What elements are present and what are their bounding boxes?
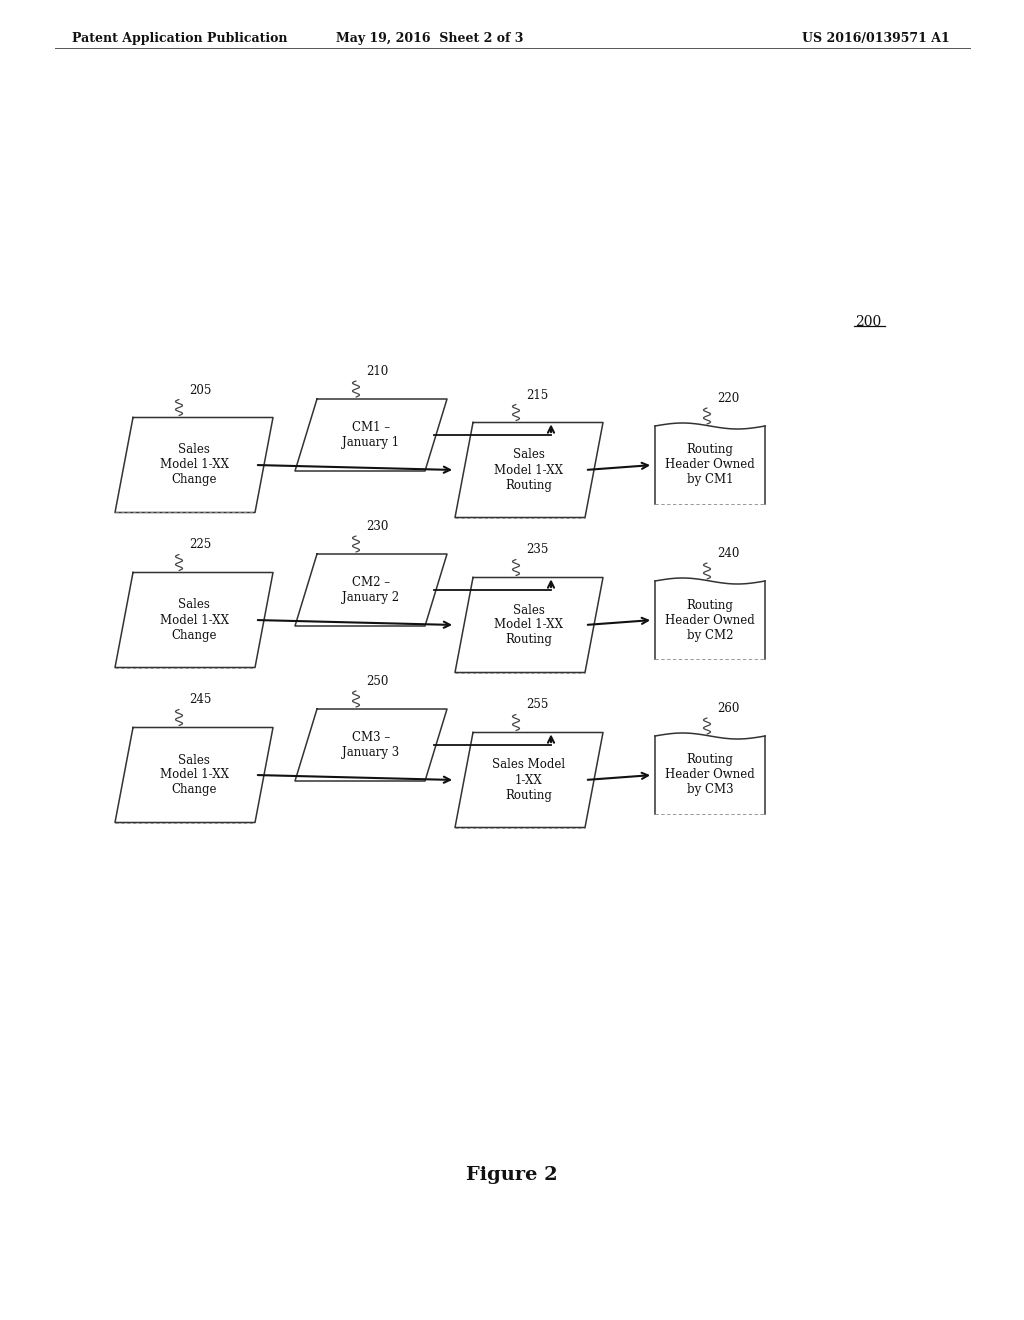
- Text: CM2 –
January 2: CM2 – January 2: [342, 576, 399, 605]
- Text: 210: 210: [366, 366, 388, 378]
- Text: 200: 200: [855, 315, 882, 329]
- Text: 205: 205: [189, 384, 211, 396]
- Text: 240: 240: [717, 546, 739, 560]
- Text: May 19, 2016  Sheet 2 of 3: May 19, 2016 Sheet 2 of 3: [336, 32, 523, 45]
- Text: Sales
Model 1-XX
Change: Sales Model 1-XX Change: [160, 444, 228, 487]
- Text: CM1 –
January 1: CM1 – January 1: [342, 421, 399, 449]
- Text: US 2016/0139571 A1: US 2016/0139571 A1: [802, 32, 950, 45]
- Text: CM3 –
January 3: CM3 – January 3: [342, 731, 399, 759]
- Text: Routing
Header Owned
by CM2: Routing Header Owned by CM2: [666, 598, 755, 642]
- Text: 245: 245: [189, 693, 211, 706]
- Text: Sales
Model 1-XX
Change: Sales Model 1-XX Change: [160, 598, 228, 642]
- Text: Routing
Header Owned
by CM1: Routing Header Owned by CM1: [666, 444, 755, 487]
- Text: 225: 225: [189, 539, 211, 552]
- Text: Sales
Model 1-XX
Routing: Sales Model 1-XX Routing: [495, 449, 563, 491]
- Text: 215: 215: [526, 388, 548, 401]
- Text: 255: 255: [526, 698, 549, 711]
- Text: 250: 250: [366, 675, 388, 688]
- Text: Sales Model
1-XX
Routing: Sales Model 1-XX Routing: [493, 759, 565, 801]
- Text: 220: 220: [717, 392, 739, 405]
- Text: Routing
Header Owned
by CM3: Routing Header Owned by CM3: [666, 754, 755, 796]
- Text: Sales
Model 1-XX
Routing: Sales Model 1-XX Routing: [495, 603, 563, 647]
- Text: Figure 2: Figure 2: [466, 1166, 558, 1184]
- Text: 230: 230: [366, 520, 388, 533]
- Text: 235: 235: [526, 544, 549, 557]
- Text: 260: 260: [717, 702, 739, 715]
- Text: Patent Application Publication: Patent Application Publication: [72, 32, 288, 45]
- Text: Sales
Model 1-XX
Change: Sales Model 1-XX Change: [160, 754, 228, 796]
